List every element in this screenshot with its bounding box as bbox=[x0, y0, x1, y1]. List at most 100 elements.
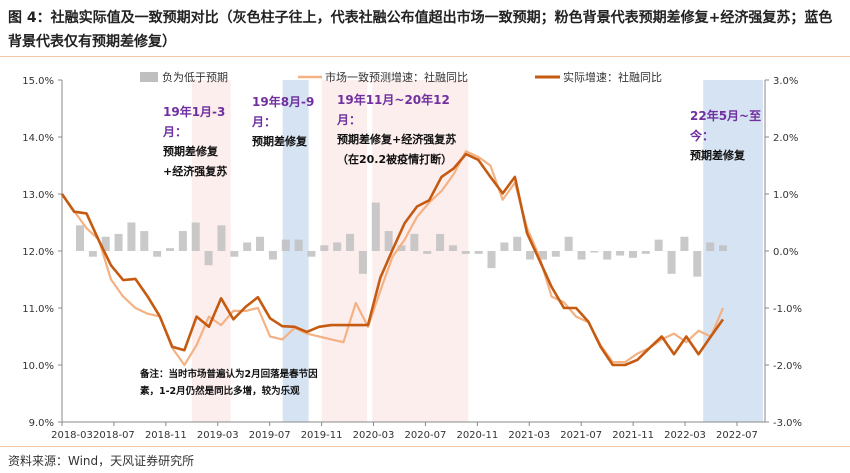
deviation-bar bbox=[667, 251, 676, 274]
x-tick-label: 2020-07 bbox=[405, 430, 447, 441]
source-text: 资料来源：Wind，天风证券研究所 bbox=[8, 454, 195, 468]
deviation-bar bbox=[590, 251, 599, 253]
x-tick-label: 2021-07 bbox=[560, 430, 602, 441]
legend: 负为低于预期 市场一致预测增速：社融同比 实际增速：社融同比 bbox=[140, 70, 662, 84]
deviation-bar bbox=[564, 236, 573, 251]
y-left-tick-label: 12.0% bbox=[22, 247, 54, 258]
deviation-bar bbox=[397, 245, 406, 251]
deviation-bar bbox=[719, 245, 727, 251]
x-tick-label: 2022-03 bbox=[664, 430, 706, 441]
annotation-header: 19年1月-3月： bbox=[163, 105, 226, 139]
y-right-tick-label: 0.0% bbox=[773, 247, 798, 258]
x-tick-label: 2018-03 bbox=[51, 430, 93, 441]
deviation-bar bbox=[243, 242, 252, 251]
deviation-bar bbox=[461, 251, 470, 254]
legend-bar-label: 负为低于预期 bbox=[162, 70, 228, 84]
y-right-tick-label: -2.0% bbox=[773, 361, 802, 372]
annotation-body: 预期差修复+经济强复苏 bbox=[163, 145, 228, 178]
y-left-tick-label: 14.0% bbox=[22, 133, 54, 144]
deviation-bar bbox=[551, 251, 560, 257]
y-right-tick-label: 2.0% bbox=[773, 133, 798, 144]
x-tick-label: 2019-11 bbox=[301, 430, 343, 441]
deviation-bar bbox=[166, 248, 175, 251]
deviation-bar bbox=[603, 251, 612, 260]
deviation-bar bbox=[513, 236, 522, 251]
deviation-bar bbox=[487, 251, 496, 269]
deviation-bar bbox=[268, 251, 277, 260]
x-tick-label: 2021-03 bbox=[508, 430, 550, 441]
annotation-header: 19年11月~20年12月： bbox=[337, 93, 450, 127]
y-right-tick-label: 1.0% bbox=[773, 190, 798, 201]
y-left-tick-label: 13.0% bbox=[22, 190, 54, 201]
deviation-bar bbox=[616, 251, 625, 256]
deviation-bar bbox=[358, 251, 367, 274]
x-tick-label: 2020-11 bbox=[456, 430, 498, 441]
annotation-2019aug: 19年8月-9月： 预期差修复 bbox=[252, 92, 332, 152]
deviation-bar bbox=[320, 245, 329, 251]
y-right-tick-label: -1.0% bbox=[773, 304, 802, 315]
deviation-bar bbox=[256, 236, 265, 251]
deviation-bar bbox=[680, 236, 689, 251]
annotation-2019q1: 19年1月-3月： 预期差修复+经济强复苏 bbox=[163, 102, 233, 182]
deviation-bar bbox=[88, 251, 97, 257]
annotation-2019nov-2020dec: 19年11月~20年12月： 预期差修复+经济强复苏（在20.2被疫情打断） bbox=[337, 90, 462, 170]
deviation-bar bbox=[178, 231, 187, 251]
deviation-bar bbox=[191, 222, 200, 251]
annotation-body: 预期差修复 bbox=[690, 149, 745, 162]
x-tick-label: 2019-07 bbox=[249, 430, 291, 441]
remark-note: 备注：当时市场普遍认为2月回落是春节因素，1-2月仍然是同比多增，较为乐观 bbox=[140, 369, 318, 397]
title-divider bbox=[0, 56, 850, 57]
deviation-bar bbox=[693, 251, 702, 277]
y-right-tick-label: -3.0% bbox=[773, 418, 802, 429]
figure-title: 图 4：社融实际值及一致预期对比（灰色柱子往上，代表社融公布值超出市场一致预期；… bbox=[8, 10, 833, 50]
x-tick-label: 2018-07 bbox=[93, 430, 135, 441]
y-left-tick-label: 9.0% bbox=[29, 418, 54, 429]
deviation-bar bbox=[140, 231, 149, 251]
annotation-header: 22年5月~至今： bbox=[690, 109, 762, 143]
deviation-bar bbox=[127, 222, 136, 251]
deviation-bar bbox=[307, 251, 316, 257]
annotation-body: 预期差修复+经济强复苏（在20.2被疫情打断） bbox=[337, 133, 457, 166]
footer-divider bbox=[0, 446, 850, 447]
x-tick-label: 2019-03 bbox=[197, 430, 239, 441]
deviation-bar bbox=[114, 233, 123, 251]
deviation-bar bbox=[101, 236, 110, 251]
actual-line bbox=[60, 152, 725, 367]
x-tick-label: 2018-11 bbox=[145, 430, 187, 441]
legend-bar-swatch bbox=[140, 72, 158, 82]
deviation-bar bbox=[217, 225, 226, 251]
y-left-tick-label: 10.0% bbox=[22, 361, 54, 372]
x-tick-label: 2022-07 bbox=[716, 430, 758, 441]
deviation-bar bbox=[371, 202, 380, 251]
deviation-bar bbox=[577, 251, 586, 260]
annotation-header: 19年8月-9月： bbox=[252, 95, 315, 129]
chart: 9.0% 10.0% 11.0% 12.0% 13.0% 14.0% 15.0% -3.0% -… bbox=[22, 70, 802, 441]
deviation-bar bbox=[423, 251, 432, 254]
deviation-bar bbox=[76, 225, 84, 251]
deviation-bar bbox=[641, 251, 650, 254]
deviation-bar bbox=[436, 233, 445, 251]
deviation-bar bbox=[538, 251, 547, 260]
deviation-bar bbox=[346, 233, 355, 251]
legend-expected-label: 市场一致预测增速：社融同比 bbox=[325, 70, 468, 84]
deviation-bar bbox=[384, 231, 393, 251]
y-left-tick-label: 11.0% bbox=[22, 304, 54, 315]
annotation-2022may: 22年5月~至今： 预期差修复 bbox=[690, 106, 770, 166]
deviation-bar bbox=[410, 233, 419, 251]
deviation-bar bbox=[153, 251, 162, 257]
deviation-bar bbox=[526, 251, 535, 260]
deviation-bar bbox=[448, 245, 457, 251]
deviation-bar bbox=[204, 251, 213, 266]
deviation-bar bbox=[474, 251, 483, 254]
deviation-bar bbox=[706, 242, 715, 251]
deviation-bar bbox=[230, 251, 239, 257]
legend-actual-label: 实际增速：社融同比 bbox=[563, 70, 662, 84]
deviation-bar bbox=[654, 239, 663, 251]
deviation-bar bbox=[500, 242, 509, 251]
deviation-bar bbox=[281, 239, 290, 251]
deviation-bar bbox=[294, 239, 303, 251]
x-tick-label: 2020-03 bbox=[353, 430, 395, 441]
y-left-tick-label: 15.0% bbox=[22, 76, 54, 87]
y-right-tick-label: 3.0% bbox=[773, 76, 798, 87]
annotation-body: 预期差修复 bbox=[252, 135, 307, 148]
